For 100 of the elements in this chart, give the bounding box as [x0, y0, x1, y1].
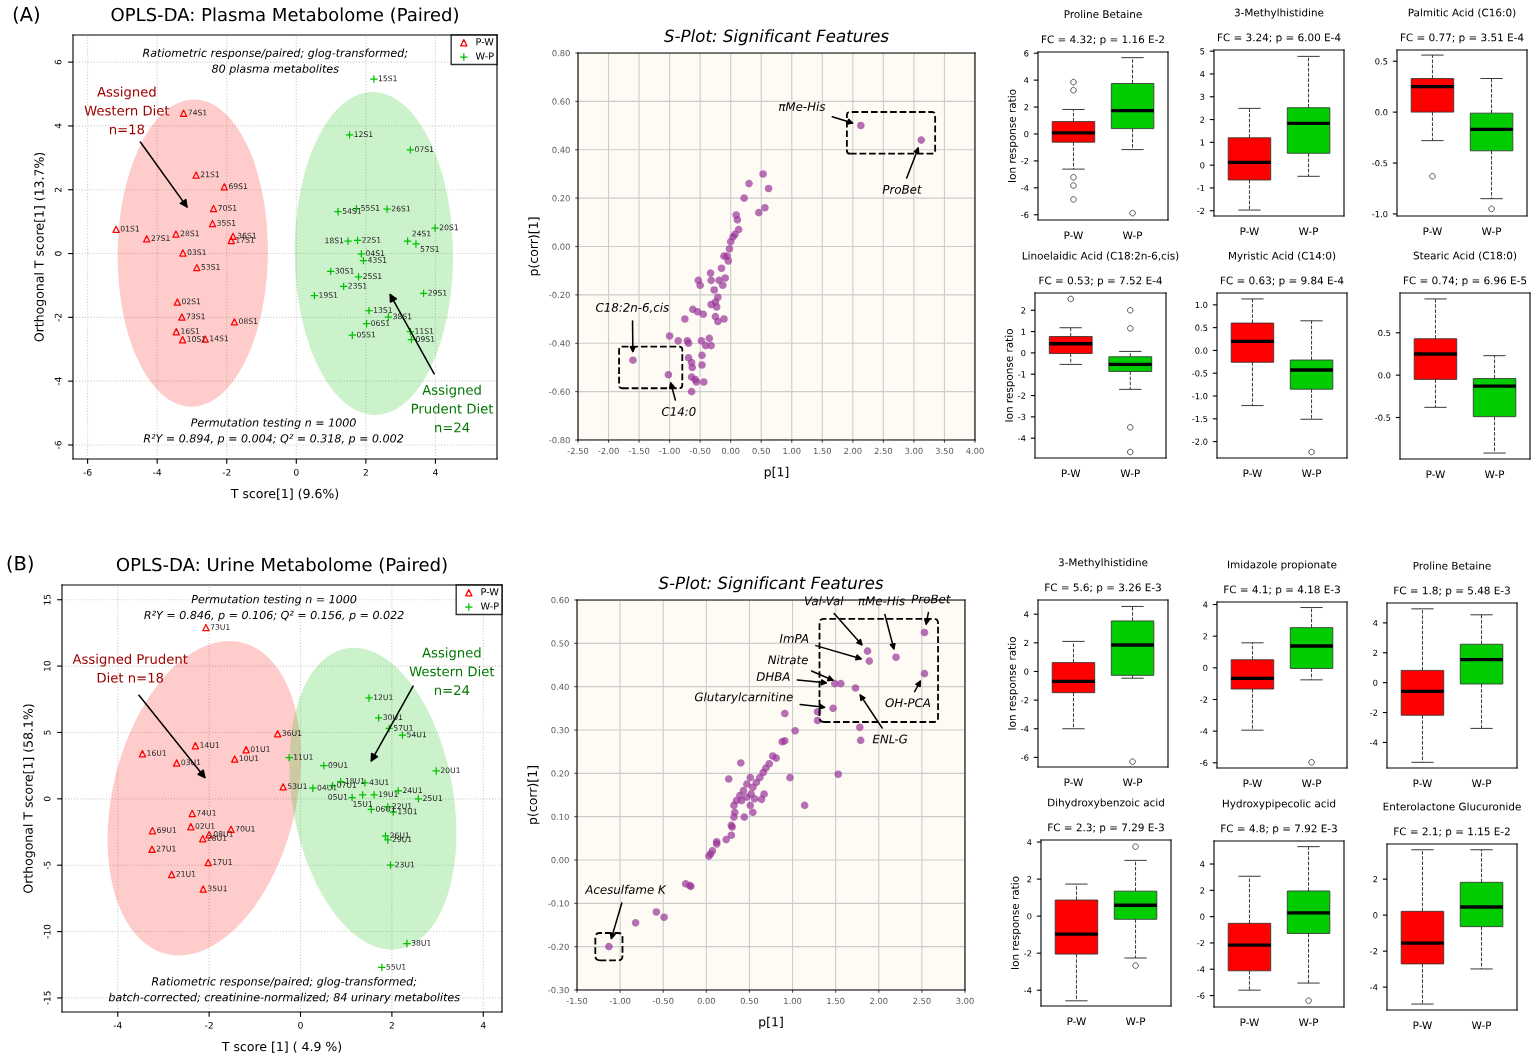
annotation: ENL-G	[872, 734, 908, 744]
x-tick-label: -1.50	[566, 997, 588, 1005]
x-tick-label: 0.00	[697, 997, 716, 1005]
x-tick-label: 2	[363, 468, 368, 476]
chart-subtitle: FC = 4.8; p = 7.92 E-3	[1221, 824, 1337, 835]
y-tick-label: -2.0	[1192, 438, 1208, 445]
y-tick-label: 15	[43, 594, 51, 605]
y-tick-label: -3	[1018, 413, 1026, 421]
y-axis-title: Orthogonal T score[1] (58.1%)	[23, 704, 36, 893]
annotation: ImPA	[779, 634, 809, 643]
x-tick-label: 0	[294, 468, 299, 476]
x-tick-label: 1.00	[783, 447, 801, 455]
x-axis-title: T score [1] ( 4.9 %)	[221, 1041, 342, 1053]
y-tick-label: -0.10	[548, 900, 569, 907]
y-axis-title: p(corr)[1]	[528, 217, 541, 276]
x-tick-label: P-W	[1064, 778, 1083, 787]
y-tick-label: -6	[1021, 211, 1029, 219]
y-tick-label: -1.5	[1192, 415, 1208, 423]
text: (B)	[7, 555, 33, 573]
y-tick-label: 2	[1373, 876, 1378, 883]
y-tick-label: 2	[54, 187, 62, 192]
x-tick-label: 0	[298, 1021, 303, 1029]
y-tick-label: 2	[1373, 649, 1378, 656]
chart-subtitle: FC = 0.63; p = 9.84 E-4	[1220, 276, 1344, 287]
y-tick-label: 0	[1200, 162, 1205, 169]
x-tick-label: -2	[222, 468, 231, 476]
annotation: Acesulfame K	[584, 884, 667, 894]
y-tick-label: 0.5	[1195, 324, 1208, 331]
chart-title: Stearic Acid (C18:0)	[1413, 251, 1517, 261]
y-tick-label: -0.5	[1372, 160, 1388, 167]
y-tick-label: 0.80	[552, 49, 570, 57]
y-tick-label: -2	[1197, 207, 1205, 214]
y-tick-label: -2	[1024, 950, 1032, 957]
y-tick-label: 0.60	[552, 98, 570, 105]
annotation: Val-Val	[804, 596, 844, 606]
x-tick-label: W-P	[1122, 778, 1143, 787]
y-tick-label: 0.50	[551, 640, 569, 647]
y-tick-label: 4	[1373, 619, 1378, 627]
chart-title: Palmitic Acid (C16:0)	[1408, 8, 1516, 18]
y-tick-label: -4	[1021, 184, 1029, 191]
y-tick-label: -6	[1200, 759, 1208, 767]
annotation: Assigned Western Diet n=24	[409, 647, 495, 695]
x-axis-title: p[1]	[764, 466, 789, 479]
y-tick-label: 0.10	[551, 813, 569, 820]
y-tick-label: -0.5	[1375, 414, 1391, 421]
annotation: Ratiometric response/paired; glog-transformed; batch-corrected; creatinine-normalized; 84 urinary metabolites	[108, 976, 460, 1004]
chart-subtitle: FC = 4.32; p = 1.16 E-2	[1041, 35, 1164, 46]
chart-subtitle: FC = 5.6; p = 3.26 E-3	[1045, 583, 1161, 594]
chart-title: Proline Betaine	[1413, 561, 1491, 570]
y-tick-label: 6	[54, 59, 62, 65]
annotation: Ratiometric response/paired; glog-transformed; 80 plasma metabolites	[142, 48, 408, 75]
y-tick-label: 0.5	[1375, 58, 1388, 65]
x-tick-label: P-W	[1243, 779, 1262, 788]
y-tick-label: 0	[54, 251, 62, 256]
y-tick-label: -6	[1197, 992, 1205, 999]
annotation: Permutation testing n = 1000 R²Y = 0.894, p = 0.004; Q² = 0.318, p = 0.002	[143, 418, 404, 445]
y-tick-label: -0.40	[549, 340, 570, 347]
x-tick-label: 4	[480, 1022, 486, 1029]
y-tick-label: 0	[1024, 130, 1029, 138]
x-tick-label: W-P	[1301, 779, 1322, 788]
annotation: πMe-His	[778, 101, 826, 112]
y-tick-label: 2	[1200, 116, 1205, 123]
x-tick-label: W-P	[1122, 231, 1143, 240]
y-tick-label: -1.0	[1372, 210, 1388, 218]
chart-title: S-Plot: Significant Features	[664, 29, 889, 46]
x-tick-label: -2.00	[598, 447, 619, 455]
x-axis-title: p[1]	[759, 1016, 783, 1029]
legend-label: W-P	[480, 602, 499, 610]
y-tick-label: -4	[1024, 987, 1032, 994]
y-tick-label: -0.20	[549, 291, 570, 299]
x-tick-label: P-W	[1426, 470, 1445, 479]
annotation: Glutarylcarnitine	[694, 692, 793, 704]
x-tick-label: 3.00	[956, 997, 974, 1005]
chart-subtitle: FC = 0.74; p = 6.96 E-5	[1403, 276, 1527, 287]
y-tick-label: 0.0	[1375, 109, 1388, 116]
chart-subtitle: FC = 1.8; p = 5.48 E-3	[1394, 586, 1510, 597]
y-tick-label: -15	[43, 991, 51, 1005]
annotation: OH-PCA	[885, 698, 931, 708]
chart-title: 3-Methylhistidine	[1234, 8, 1324, 19]
y-tick-label: 4	[1200, 861, 1205, 868]
x-tick-label: -1.50	[628, 447, 650, 455]
y-tick-label: -4	[1370, 984, 1378, 991]
x-tick-label: -0.50	[689, 447, 711, 455]
y-tick-label: 0.60	[551, 596, 569, 604]
x-tick-label: 0.00	[721, 447, 740, 455]
y-tick-label: 2	[1200, 887, 1205, 894]
y-tick-label: 0	[1021, 349, 1026, 357]
x-tick-label: 0.50	[752, 447, 770, 455]
y-tick-label: 0	[1027, 913, 1032, 920]
annotation: Permutation testing n = 1000 R²Y = 0.846, p = 0.106; Q² = 0.156, p = 0.022	[144, 594, 404, 622]
y-tick-label: -4	[54, 377, 62, 386]
annotation: Assigned Prudent Diet n=18	[72, 653, 188, 683]
x-tick-label: P-W	[1061, 469, 1081, 478]
x-tick-label: P-W	[1413, 1021, 1432, 1030]
y-tick-label: -2	[1197, 939, 1205, 947]
chart-title: Enterolactone Glucuronide	[1383, 802, 1521, 811]
y-tick-label: -0.30	[548, 986, 569, 994]
y-tick-label: -4	[1370, 739, 1378, 746]
y-tick-label: 0	[43, 796, 51, 802]
y-axis-title: Ion response ratio	[1007, 89, 1018, 182]
